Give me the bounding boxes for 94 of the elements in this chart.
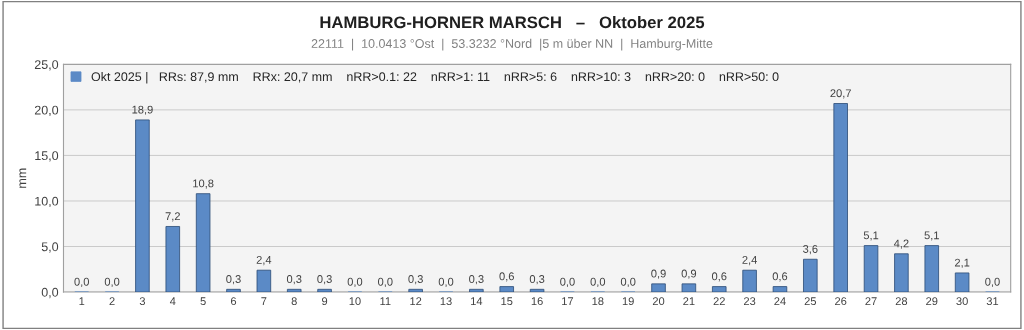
bar <box>469 288 484 293</box>
data-label: 0,0 <box>590 277 606 287</box>
x-tick-label: 7 <box>261 297 267 305</box>
data-label: 0,0 <box>438 277 454 287</box>
y-axis-title: mm <box>19 168 27 188</box>
x-tick-label: 14 <box>471 297 483 305</box>
x-tick-label: 4 <box>169 297 176 305</box>
data-label: 5,1 <box>924 231 939 241</box>
data-label: 4,2 <box>893 239 909 249</box>
data-label: 5,1 <box>863 231 879 241</box>
legend-label: Okt 2025 | RRs: 87,9 mm RRx: 20,7 mm nRR>0.1: 22 nRR>1: 11 nRR>5: 6 nRR>10: 3 nRR>20: 0 nRR>50: 0 <box>91 71 779 84</box>
x-tick-label: 27 <box>865 297 877 305</box>
x-tick-label: 1 <box>79 297 85 305</box>
x-tick-label: 12 <box>410 297 422 305</box>
y-tick-label: 15,0 <box>35 151 59 162</box>
x-tick-label: 11 <box>380 297 391 305</box>
data-label: 0,6 <box>711 272 727 282</box>
data-label: 7,2 <box>165 212 180 222</box>
data-label: 0,0 <box>347 277 363 287</box>
bar <box>681 283 697 293</box>
x-tick-label: 16 <box>531 297 543 306</box>
bar <box>499 286 514 293</box>
x-tick-label: 9 <box>322 297 328 306</box>
x-tick-label: 3 <box>139 297 146 306</box>
x-tick-label: 2 <box>109 297 115 305</box>
data-label: 2,4 <box>742 255 757 266</box>
chart-subtitle: 22111 | 10.0413 °Ost | 53.3232 °Nord |5 m über NN | Hamburg-Mitte <box>311 38 713 51</box>
x-tick-label: 26 <box>835 297 847 306</box>
x-tick-label: 10 <box>349 297 361 306</box>
data-label: 3,6 <box>803 245 818 255</box>
data-label: 10,8 <box>193 179 214 189</box>
bar <box>954 272 970 293</box>
x-tick-label: 15 <box>501 297 513 306</box>
x-tick-label: 24 <box>774 297 786 305</box>
data-label: 0,9 <box>681 269 697 279</box>
data-label: 0,0 <box>620 277 636 287</box>
bar <box>286 288 302 293</box>
bar <box>226 288 241 293</box>
data-label: 0,0 <box>560 277 575 287</box>
y-tick-label: 0,0 <box>41 287 59 299</box>
bar <box>894 253 909 293</box>
bar <box>772 286 788 293</box>
bar <box>711 286 727 293</box>
y-tick-label: 25,0 <box>34 60 59 71</box>
data-label: 18,9 <box>132 105 153 115</box>
x-tick-label: 31 <box>986 297 999 306</box>
x-tick-label: 8 <box>291 297 297 306</box>
data-label: 2,1 <box>954 258 970 268</box>
data-label: 0,3 <box>226 275 241 285</box>
bar <box>651 283 666 293</box>
x-tick-label: 28 <box>895 297 908 306</box>
bar <box>256 269 272 293</box>
bar <box>529 288 545 293</box>
bar <box>317 288 332 293</box>
data-label: 0,3 <box>529 275 545 285</box>
x-tick-label: 20 <box>652 297 665 306</box>
x-tick-label: 30 <box>956 297 968 306</box>
y-tick-label: 10,0 <box>35 196 59 208</box>
data-label: 0,0 <box>74 277 89 287</box>
x-tick-label: 5 <box>200 297 206 306</box>
y-tick-label: 5,0 <box>41 242 59 253</box>
data-label: 0,3 <box>286 275 302 285</box>
data-label: 0,3 <box>317 275 332 285</box>
data-label: 0,6 <box>499 272 514 282</box>
data-label: 0,0 <box>378 277 393 287</box>
x-tick-label: 25 <box>804 297 817 306</box>
data-label: 2,4 <box>256 255 272 266</box>
chart-title: HAMBURG-HORNER MARSCH – Oktober 2025 <box>320 15 705 29</box>
data-label: 0,0 <box>985 277 1000 287</box>
x-tick-label: 23 <box>743 297 756 306</box>
data-label: 20,7 <box>830 89 851 99</box>
data-label: 0,3 <box>408 275 423 285</box>
y-tick-label: 20,0 <box>34 105 59 117</box>
bar <box>165 226 181 293</box>
x-tick-label: 21 <box>683 297 695 305</box>
bar <box>863 245 879 293</box>
data-label: 0,9 <box>651 269 666 279</box>
bar <box>833 103 848 293</box>
bar <box>135 119 150 293</box>
x-tick-label: 29 <box>926 297 938 306</box>
x-tick-label: 18 <box>592 297 604 306</box>
data-label: 0,6 <box>772 272 788 282</box>
x-tick-label: 6 <box>230 297 237 306</box>
bar <box>803 258 818 293</box>
bar <box>408 288 423 293</box>
bar <box>924 245 940 293</box>
data-label: 0,3 <box>469 275 484 285</box>
bar <box>742 269 757 293</box>
x-tick-label: 19 <box>622 297 634 306</box>
x-tick-label: 17 <box>562 297 574 305</box>
x-tick-label: 22 <box>713 297 725 305</box>
bar <box>195 193 211 293</box>
data-label: 0,0 <box>104 277 120 287</box>
x-tick-label: 13 <box>440 297 452 306</box>
